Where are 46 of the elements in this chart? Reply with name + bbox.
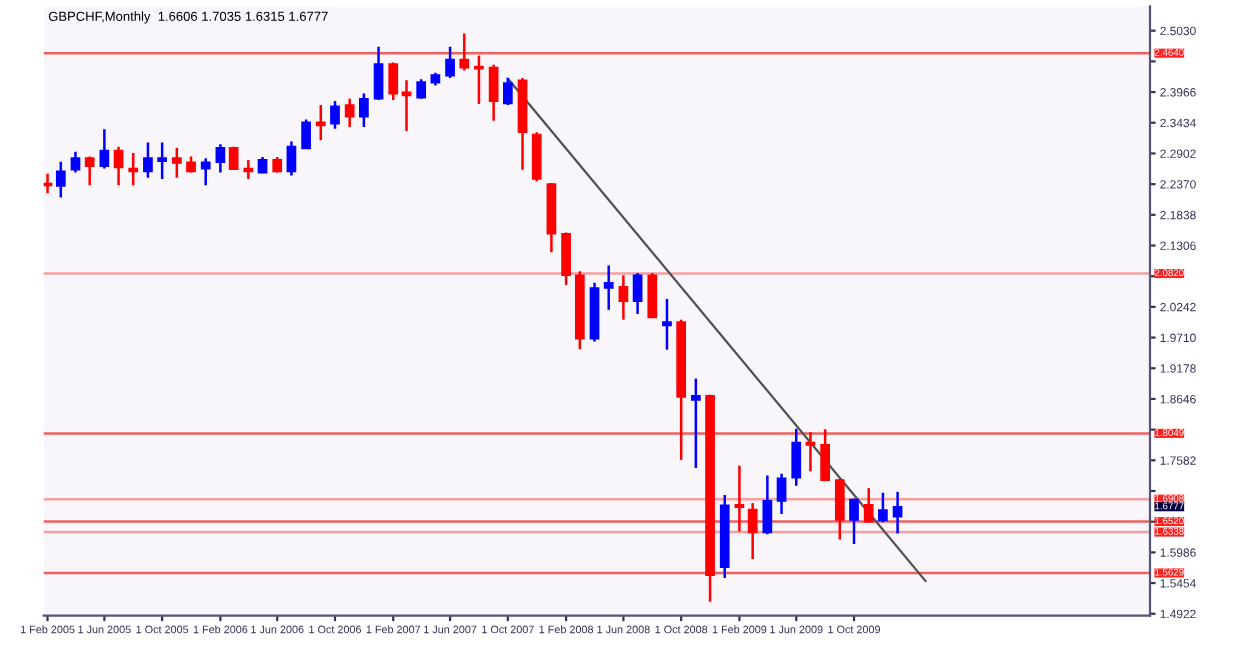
candlestick (388, 61, 399, 102)
candlestick (805, 430, 816, 473)
candlestick (892, 490, 903, 535)
candlestick (215, 143, 226, 174)
candlestick (70, 150, 81, 174)
candlestick (99, 128, 110, 170)
candlestick (113, 145, 124, 187)
candlestick (834, 477, 845, 541)
candlestick (878, 491, 888, 524)
candlestick (863, 486, 874, 524)
candlestick (301, 118, 311, 151)
candlestick (734, 464, 745, 533)
candlestick (459, 32, 470, 72)
candlestick (200, 156, 211, 187)
candlestick (647, 271, 658, 320)
candlestick (344, 97, 355, 129)
candlestick (143, 141, 153, 180)
candlestick (791, 427, 802, 488)
candlestick (690, 377, 701, 470)
candlestick (662, 297, 672, 351)
candlestick (747, 501, 758, 561)
candlestick (849, 497, 859, 546)
candlestick (286, 140, 297, 177)
candlestick (171, 146, 182, 180)
candlestick (820, 428, 830, 483)
candlestick (762, 474, 773, 536)
candlestick (776, 472, 787, 516)
candlestick (603, 264, 614, 312)
candlestick (445, 45, 455, 80)
candlestick (315, 103, 326, 142)
candlestick (416, 77, 427, 101)
candlestick (330, 99, 340, 131)
candlestick (618, 274, 629, 321)
candlestick (632, 271, 643, 316)
candlestick (488, 63, 499, 122)
candlestick (359, 92, 369, 129)
candlestick (243, 158, 254, 181)
candlestick (531, 130, 542, 183)
candlestick (128, 151, 139, 187)
candlestick (502, 76, 513, 107)
candlestick (474, 54, 484, 106)
candlestick (561, 231, 571, 287)
candlestick (55, 160, 66, 199)
candlestick (157, 141, 168, 181)
candlestick (84, 155, 95, 187)
candlestick (373, 45, 384, 102)
